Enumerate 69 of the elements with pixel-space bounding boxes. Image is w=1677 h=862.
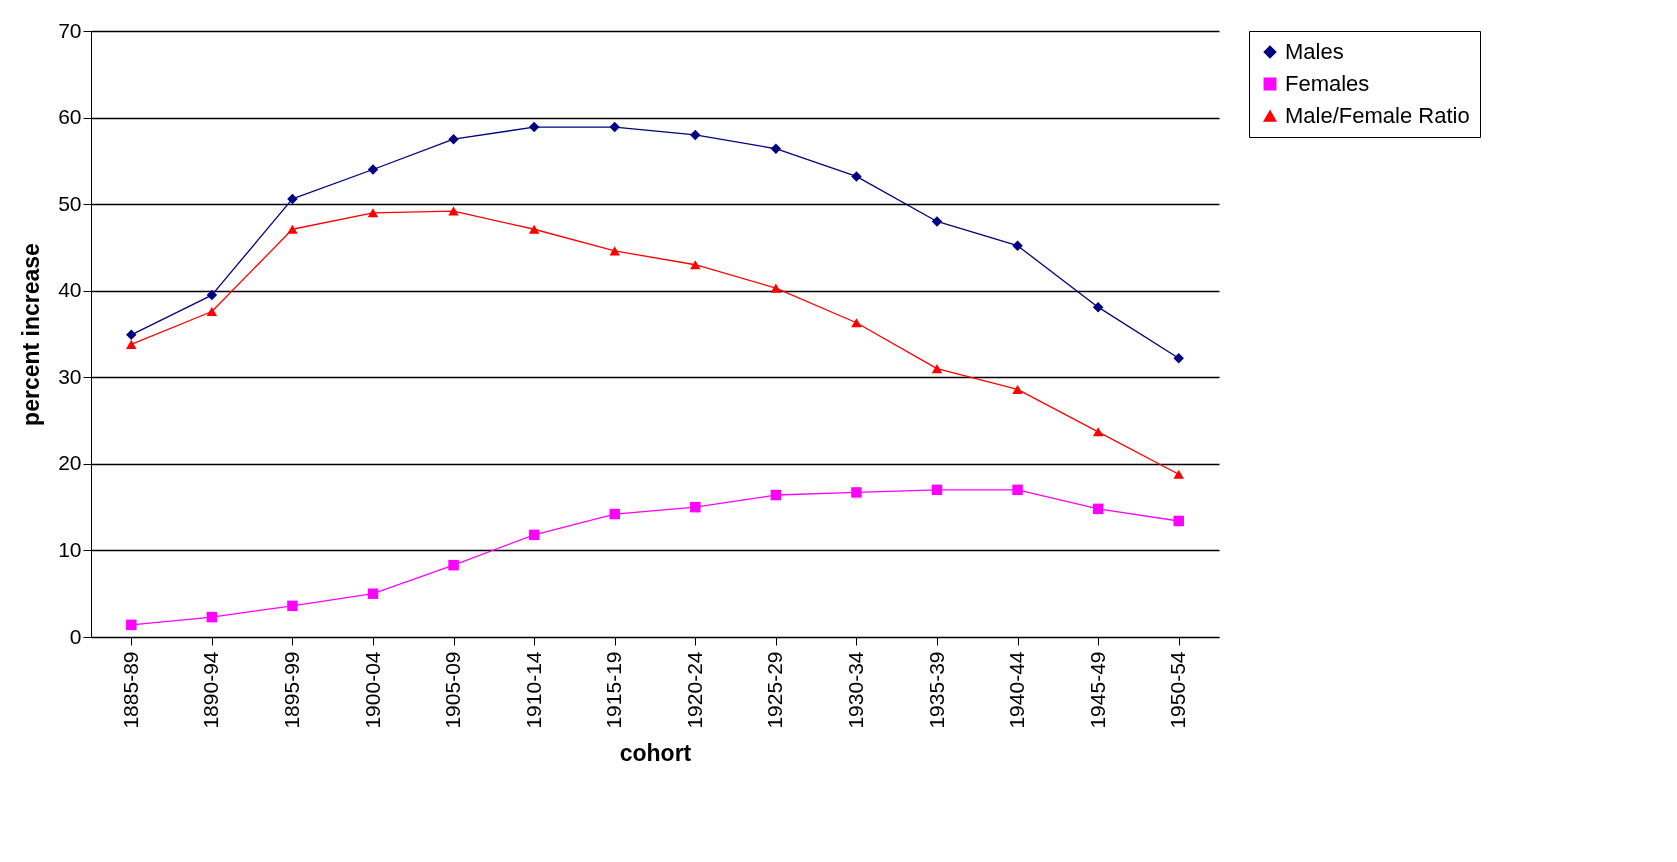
point <box>367 164 379 175</box>
x-tick-label: 1930-34 <box>843 651 867 729</box>
x-tick-label: 1885-89 <box>118 651 142 729</box>
point <box>609 508 620 520</box>
legend-label: Males <box>1285 39 1344 64</box>
point <box>126 619 137 631</box>
x-tick-label: 1950-54 <box>1166 651 1190 729</box>
x-tick-label: 1935-39 <box>924 651 948 729</box>
y-tick-label: 30 <box>58 364 82 388</box>
point <box>528 529 540 541</box>
y-tick-label: 50 <box>58 191 82 215</box>
point <box>206 289 218 301</box>
point <box>609 246 620 256</box>
x-tick-label: 1915-19 <box>602 651 626 729</box>
x-tick-label: 1925-29 <box>763 651 787 729</box>
point <box>448 133 459 145</box>
point <box>448 559 459 571</box>
point <box>690 260 701 270</box>
point <box>851 171 862 182</box>
point <box>1092 503 1104 515</box>
point <box>1173 515 1184 527</box>
point <box>1012 384 1023 394</box>
point <box>1012 240 1023 251</box>
point <box>287 193 298 205</box>
y-tick-label: 70 <box>58 18 82 42</box>
point <box>609 121 620 133</box>
point <box>770 143 782 154</box>
x-tick-label: 1920-24 <box>682 651 706 729</box>
point <box>851 487 862 498</box>
point <box>126 329 137 341</box>
x-tick-label: 1900-04 <box>360 651 384 729</box>
point <box>528 224 540 234</box>
x-tick-label: 1910-14 <box>521 651 545 729</box>
x-axis-title: cohort <box>619 739 692 766</box>
y-tick-label: 0 <box>69 624 82 648</box>
legend-label: Females <box>1285 71 1370 96</box>
point <box>528 121 540 133</box>
point <box>770 283 782 293</box>
point <box>690 129 701 141</box>
x-tick-label: 1895-99 <box>279 651 303 729</box>
x-tick-label: 1945-49 <box>1085 651 1109 729</box>
point <box>931 216 943 227</box>
y-tick-label: 60 <box>58 105 82 129</box>
point <box>367 588 379 599</box>
point <box>448 206 459 216</box>
point <box>690 501 701 513</box>
point <box>931 484 943 496</box>
y-tick-label: 20 <box>58 451 82 475</box>
point <box>287 600 298 612</box>
y-axis-title: percent increase <box>18 243 45 426</box>
point <box>126 339 137 349</box>
point <box>851 318 862 328</box>
x-tick-label: 1890-94 <box>199 651 223 729</box>
point <box>1092 301 1104 313</box>
x-tick-label: 1940-44 <box>1005 651 1029 729</box>
y-tick-label: 40 <box>58 278 82 302</box>
x-tick-label: 1905-09 <box>441 651 465 729</box>
point <box>287 224 298 234</box>
point <box>1012 484 1023 496</box>
point <box>770 489 782 501</box>
point <box>1173 469 1184 479</box>
point <box>206 611 218 623</box>
legend-label: Male/Female Ratio <box>1285 103 1470 128</box>
point <box>206 306 218 317</box>
point <box>931 364 943 374</box>
point <box>367 208 379 218</box>
y-tick-label: 10 <box>58 537 82 561</box>
point <box>1092 427 1104 437</box>
point <box>1173 353 1184 364</box>
